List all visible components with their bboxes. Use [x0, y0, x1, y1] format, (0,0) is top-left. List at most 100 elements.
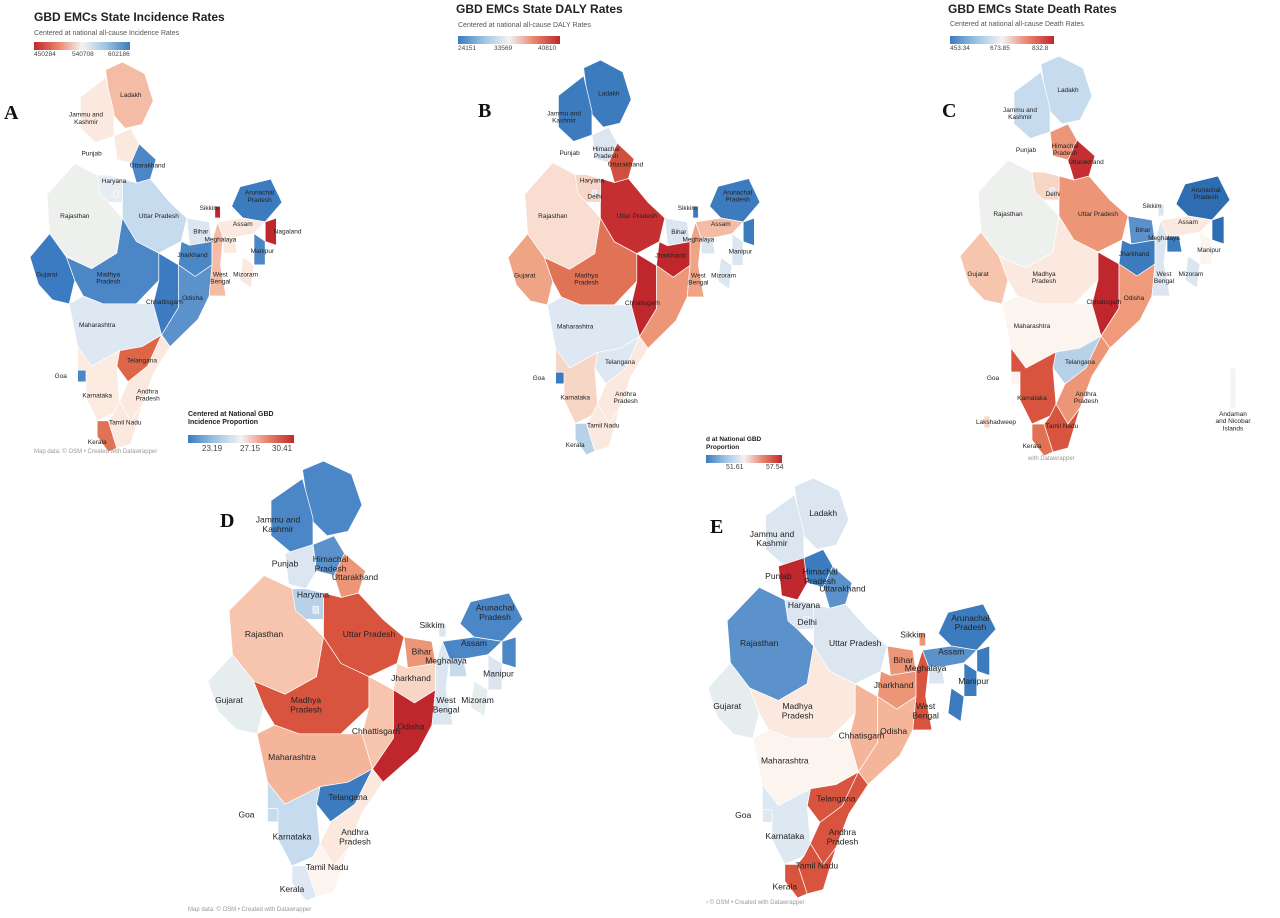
- state-label-delhi: Delhi: [798, 617, 817, 627]
- state-label-wb: West Bengal: [433, 695, 460, 714]
- state-region-nagaland: [976, 645, 990, 676]
- state-label-haryana: Haryana: [580, 178, 605, 185]
- state-label-telangana: Telangana: [1065, 359, 1095, 366]
- state-label-punjab: Punjab: [272, 559, 299, 569]
- state-label-andhra: Andhra Pradesh: [827, 827, 859, 846]
- state-label-punjab: Punjab: [765, 571, 792, 581]
- state-label-karnataka: Karnataka: [765, 831, 804, 841]
- state-region-goa: [762, 809, 773, 823]
- state-region-manipur: [1199, 231, 1213, 265]
- map-footer: Map data: © OSM • Created with Datawrapp…: [188, 907, 312, 913]
- state-label-wb: West Bengal: [1154, 271, 1175, 285]
- panel-d-legend-title: Centered at National GBD Incidence Propo…: [188, 411, 274, 426]
- state-label-manipur: Manipur: [483, 669, 514, 679]
- state-region-meghalaya: [928, 666, 946, 685]
- state-label-ladakh: Ladakh: [598, 91, 620, 98]
- state-label-nagaland: Nagaland: [274, 229, 302, 236]
- state-region-odisha: [372, 689, 436, 783]
- state-label-up: Uttar Pradesh: [139, 213, 179, 220]
- state-label-bihar: Bihar: [1135, 227, 1151, 234]
- state-label-kerala: Kerala: [280, 884, 305, 894]
- state-region-odisha: [1100, 263, 1156, 349]
- state-label-odisha: Odisha: [880, 726, 907, 736]
- state-label-sikkim: Sikkim: [678, 205, 697, 212]
- state-label-chhattisgarh: Chhatisgarh: [1086, 299, 1121, 306]
- state-region-sikkim: [692, 205, 699, 219]
- state-label-uttarakhand: Uttarakhand: [130, 162, 166, 169]
- state-label-andhra: Andhra Pradesh: [613, 391, 638, 405]
- legend-tick: 51.61: [726, 464, 744, 471]
- india-choropleth-map: Jammu and Kashmir Himachal Pradesh Punjab Utt…: [207, 460, 524, 902]
- state-label-manipur: Manipur: [251, 248, 275, 255]
- state-region-gujarat: [29, 233, 76, 305]
- state-label-arunachal: Arunachal Pradesh: [1191, 187, 1221, 201]
- state-region-nagaland: [501, 636, 517, 669]
- legend-tick: 673.85: [990, 45, 1010, 52]
- state-label-bihar: Bihar: [671, 229, 687, 236]
- state-region-meghalaya: [1166, 235, 1183, 253]
- state-label-lakshadweep: Lakshadweep: [976, 419, 1016, 426]
- state-region-delhi: [1049, 187, 1056, 195]
- legend-tick: 24151: [458, 45, 477, 52]
- state-region-odisha: [161, 264, 213, 348]
- state-label-himachal: Himachal Pradesh: [802, 567, 838, 586]
- state-label-sikkim: Sikkim: [419, 620, 444, 630]
- state-label-jk: Jammu and Kashmir: [750, 529, 795, 548]
- state-label-uttarakhand: Uttarakhand: [608, 162, 644, 169]
- panel-letter: D: [220, 510, 235, 532]
- state-region-meghalaya: [449, 658, 468, 677]
- state-region-sikkim: [438, 623, 447, 638]
- state-label-delhi: Delhi: [587, 193, 602, 200]
- state-region-andaman: [1229, 367, 1237, 409]
- state-label-meghalaya: Meghalaya: [682, 237, 714, 244]
- state-label-himachal: Himachal Pradesh: [592, 146, 620, 160]
- state-label-andhra: Andhra Pradesh: [339, 827, 371, 846]
- state-label-telangana: Telangana: [127, 357, 157, 364]
- legend-tick: 33569: [494, 45, 513, 52]
- state-region-mizoram: [470, 680, 489, 717]
- state-label-kerala: Kerala: [1023, 443, 1042, 450]
- state-label-chhattisgarh: Chhatisgarh: [625, 300, 660, 307]
- state-region-uttarakhand: [130, 143, 157, 184]
- state-label-tamilnadu: Tamil Nadu: [1046, 423, 1079, 430]
- map-footer: with Datawrapper: [1028, 456, 1075, 462]
- state-label-assam: Assam: [711, 221, 731, 228]
- state-label-sikkim: Sikkim: [900, 630, 925, 640]
- panel-e: d at National GBD Proportion 51.61 57.54…: [700, 430, 1040, 915]
- state-region-nagaland: [742, 217, 755, 247]
- state-region-tamilnadu: [1043, 403, 1081, 453]
- state-region-tamilnadu: [797, 842, 837, 895]
- panel-letter: B: [478, 100, 492, 122]
- legend-color-bar: [188, 435, 294, 443]
- panel-c-subtitle: Centered at national all-cause Death Rat…: [950, 21, 1084, 28]
- map-footer: Map data: © OSM • Created with Datawrapp…: [34, 449, 158, 455]
- india-choropleth-map: Ladakh Jammu and Kashmir Himachal Pradesh Pun…: [507, 59, 761, 456]
- state-region-meghalaya: [700, 237, 716, 254]
- state-label-karnataka: Karnataka: [273, 831, 312, 841]
- state-label-goa: Goa: [987, 375, 1000, 382]
- state-label-up: Uttar Pradesh: [1078, 211, 1118, 218]
- panel-c-legend: 453.34 673.85 832.8: [950, 36, 1054, 54]
- state-region-nagaland: [264, 217, 277, 246]
- state-label-kerala: Kerala: [773, 882, 798, 892]
- state-label-andaman: Andaman and Nicobar Islands: [1215, 411, 1251, 432]
- state-label-maharashtra: Maharashtra: [268, 752, 316, 762]
- state-label-wb: West Bengal: [210, 272, 231, 286]
- state-label-sikkim: Sikkim: [1142, 203, 1161, 210]
- panel-b: GBD EMCs State DALY Rates Centered at na…: [456, 0, 790, 460]
- legend-tick: 23.19: [202, 444, 223, 453]
- state-region-kerala: [574, 423, 596, 456]
- state-label-mizoram: Mizoram: [461, 695, 494, 705]
- map-footer: › © OSM • Created with Datawrapper: [706, 900, 805, 906]
- state-label-jharkhand: Jharkhand: [177, 252, 208, 259]
- state-region-meghalaya: [222, 237, 238, 254]
- legend-color-bar: [950, 36, 1054, 44]
- legend-tick: 40810: [538, 45, 557, 52]
- state-label-arunachal: Arunachal Pradesh: [723, 189, 753, 203]
- legend-tick: 602186: [108, 51, 130, 58]
- state-label-rajasthan: Rajasthan: [60, 213, 90, 220]
- legend-tick: 832.8: [1032, 45, 1049, 52]
- state-region-uttarakhand: [333, 552, 366, 598]
- legend-tick: 57.54: [766, 464, 784, 471]
- state-label-mizoram: Mizoram: [233, 272, 258, 279]
